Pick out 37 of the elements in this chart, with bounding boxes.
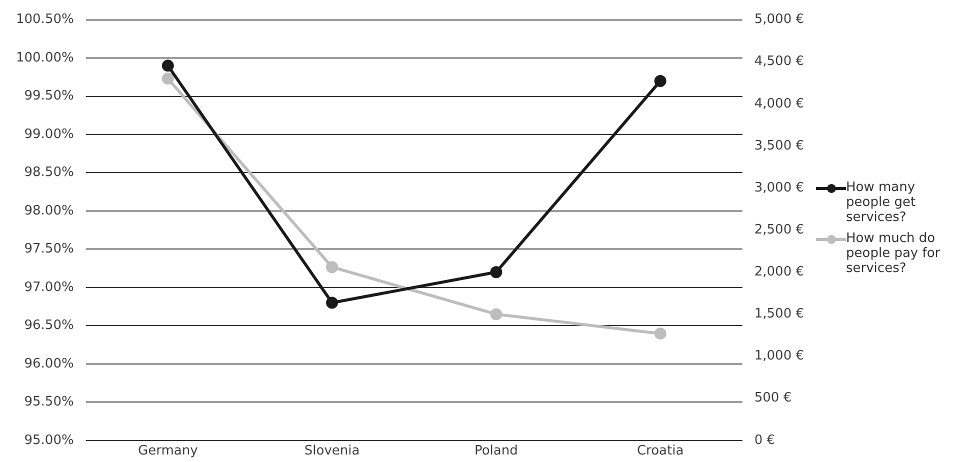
y-tick-label: 95.00% (24, 432, 74, 448)
y-tick-label: 97.50% (24, 242, 74, 257)
point (490, 308, 502, 320)
legend-label: How much do people pay for services? (846, 231, 942, 276)
y2-tick-label: 0 € (754, 432, 776, 448)
y2-tick-label: 5,000 € (754, 12, 804, 28)
y2-tick-label: 3,000 € (754, 180, 804, 196)
point (326, 261, 338, 274)
y-tick-label: 96.00% (24, 356, 74, 372)
y-tick-label: 99.50% (24, 88, 74, 104)
point (162, 60, 174, 72)
y-tick-label: 99.00% (24, 126, 74, 142)
y-tick-label: 98.50% (24, 165, 74, 180)
y2-tick-label: 3,500 € (754, 138, 804, 154)
y2-tick-label: 2,500 € (754, 222, 804, 238)
point (326, 296, 338, 309)
point (162, 72, 174, 85)
y2-tick-label: 2,000 € (754, 264, 804, 280)
y-tick-label: 97.00% (24, 280, 74, 295)
point (490, 266, 502, 278)
y2-tick-label: 500 € (754, 390, 792, 406)
y2-tick-label: 4,000 € (754, 96, 804, 112)
y2-tick-label: 1,500 € (754, 306, 804, 322)
x-tick-label: Germany (138, 444, 198, 459)
y-tick-label: 98.00% (24, 203, 74, 218)
y2-tick-label: 1,000 € (754, 348, 804, 364)
point (654, 74, 666, 87)
y-tick-label: 96.50% (24, 318, 74, 334)
x-tick-label: Slovenia (304, 444, 360, 459)
y-tick-label: 100.00% (16, 50, 74, 66)
x-tick-label: Croatia (636, 444, 684, 459)
y2-tick-label: 4,500 € (754, 54, 804, 70)
y-tick-label: 100.50% (16, 12, 74, 28)
y-tick-label: 95.50% (24, 394, 74, 410)
legend-label: How many people get services? (846, 180, 917, 225)
x-tick-label: Poland (474, 444, 518, 459)
point (654, 328, 666, 340)
